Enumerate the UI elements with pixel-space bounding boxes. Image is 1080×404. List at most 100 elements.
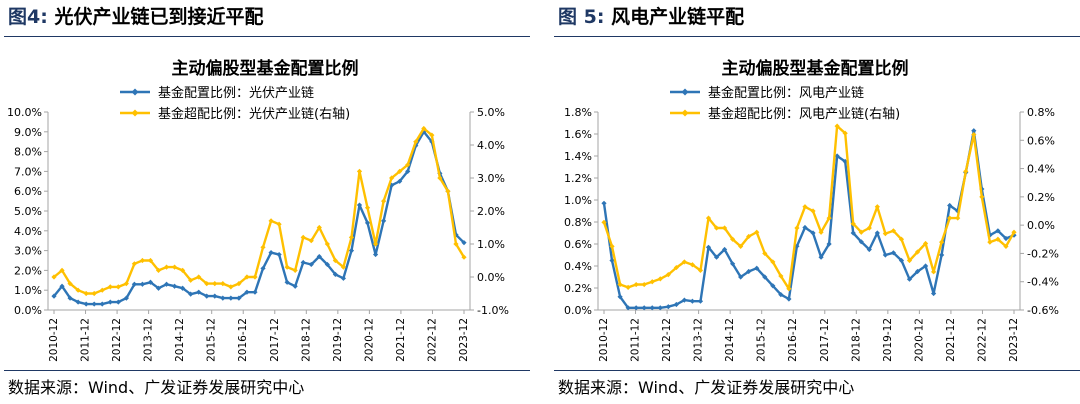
figure-header: 图4: 光伏产业链已到接近平配 (8, 2, 526, 32)
legend-entry: 基金超配比例：光伏产业链(右轴) (158, 106, 350, 122)
data-point (67, 281, 73, 287)
data-point (308, 238, 314, 244)
y-right-tick-label: -0.4% (1027, 276, 1059, 289)
data-point (364, 220, 371, 226)
data-point (738, 274, 744, 280)
data-point (730, 261, 736, 267)
data-point (75, 287, 81, 293)
data-point (914, 268, 921, 275)
y-right-tick-label: 0.8% (1027, 106, 1055, 119)
x-tick-label: 2015-12 (756, 318, 768, 362)
data-point (413, 139, 419, 145)
y-left-tick-label: 0.0% (14, 304, 42, 317)
data-point (83, 301, 89, 307)
data-point (947, 215, 953, 221)
data-point (842, 130, 848, 136)
x-tick-label: 2022-12 (976, 318, 988, 362)
data-point (866, 225, 872, 231)
y-right-tick-label: -0.2% (1027, 247, 1059, 260)
x-tick-label: 2010-12 (48, 318, 60, 362)
data-point (453, 232, 459, 238)
chart-title: 主动偏股型基金配置比例 (722, 58, 909, 79)
data-point (898, 257, 905, 264)
data-point (292, 283, 298, 289)
data-point (236, 295, 242, 301)
data-point (850, 230, 856, 236)
data-point (730, 236, 736, 242)
data-point (356, 202, 363, 208)
series-line (53, 127, 466, 295)
data-point (356, 168, 363, 174)
data-point (931, 269, 937, 275)
x-tick-label: 2015-12 (206, 318, 218, 362)
data-point (91, 290, 97, 297)
data-point (979, 194, 985, 200)
data-point (601, 200, 607, 206)
y-left-tick-label: 0.0% (564, 304, 592, 317)
data-point (939, 239, 945, 245)
y-left-tick-label: 0.2% (564, 282, 592, 295)
y-left-tick-label: 6.0% (14, 185, 42, 198)
legend-swatch-marker (681, 88, 689, 96)
data-point (834, 123, 840, 129)
data-point (107, 299, 113, 305)
data-point (609, 257, 615, 264)
data-point (866, 246, 872, 253)
x-tick-label: 2013-12 (143, 318, 155, 362)
data-point (890, 250, 897, 256)
y-left-tick-label: 1.2% (564, 172, 592, 185)
data-point (123, 295, 129, 301)
data-point (268, 218, 274, 224)
data-point (890, 228, 897, 234)
data-point (276, 221, 282, 227)
data-point (826, 241, 832, 247)
figure-label: 图 5: (558, 6, 605, 28)
data-point (372, 241, 379, 247)
data-point (906, 257, 913, 264)
data-point (188, 277, 194, 283)
data-point (445, 188, 451, 194)
data-point (332, 257, 338, 264)
x-tick-label: 2010-12 (598, 318, 610, 362)
data-point (1003, 243, 1009, 249)
data-point (163, 281, 170, 287)
y-left-tick-label: 7.0% (14, 165, 42, 178)
y-right-tick-label: 4.0% (477, 139, 505, 152)
data-point (300, 234, 306, 240)
data-point (340, 264, 347, 270)
data-point (625, 284, 631, 290)
x-tick-label: 2020-12 (363, 318, 375, 362)
y-left-tick-label: 0.8% (564, 216, 592, 229)
data-point (818, 254, 824, 260)
data-point (196, 289, 202, 295)
data-point (453, 241, 459, 247)
y-left-tick-label: 5.0% (14, 205, 42, 218)
data-point (746, 268, 752, 275)
x-tick-label: 2013-12 (693, 318, 705, 362)
data-point (397, 178, 403, 184)
data-point (340, 275, 347, 281)
y-right-tick-label: 0.0% (477, 271, 505, 284)
data-point (381, 198, 387, 204)
data-point (818, 229, 824, 235)
y-right-tick-label: 0.6% (1027, 134, 1055, 147)
y-right-tick-label: 5.0% (477, 106, 505, 119)
figure-label: 图4: (8, 6, 48, 28)
chart-wind: 主动偏股型基金配置比例 0.0% 0.2% 0.4% 0.6% 0.8% 1.0% 1.2% 1… (564, 58, 1059, 362)
series-line (53, 130, 465, 306)
data-point (99, 287, 105, 293)
data-point (858, 229, 864, 235)
data-point (874, 230, 880, 236)
data-point (75, 299, 81, 305)
data-point (171, 283, 178, 289)
data-point (882, 231, 888, 237)
data-point (244, 274, 250, 280)
legend-entry: 基金超配比例：风电产业链(右轴) (708, 106, 900, 122)
figure-panel-wind: 图 5: 风电产业链平配 主动偏股型基金配置比例 0.0% 0.2% 0.4% 0.6%… (550, 0, 1080, 404)
data-point (649, 279, 655, 285)
data-point (689, 298, 696, 304)
y-right-tick-label: 0.0% (1027, 219, 1055, 232)
data-point (898, 236, 905, 242)
data-point (228, 295, 234, 301)
data-point (99, 301, 105, 307)
